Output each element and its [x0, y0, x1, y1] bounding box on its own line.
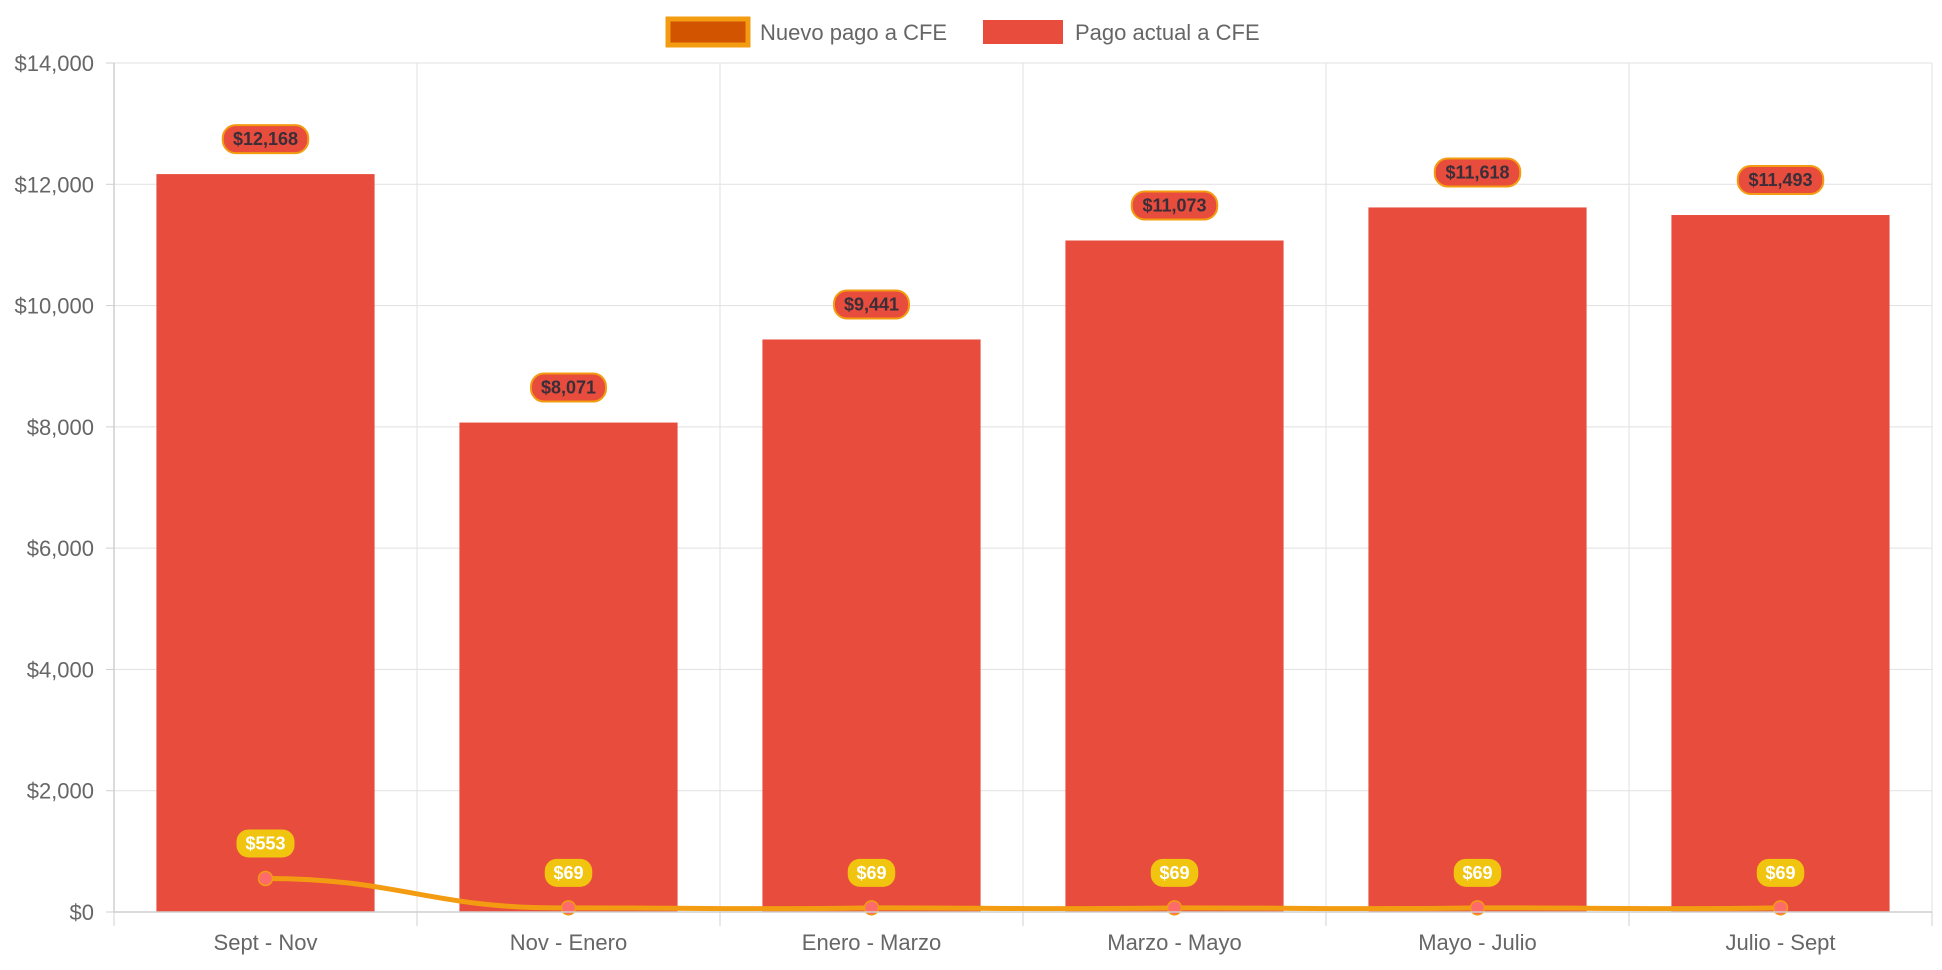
line-value-badge — [1453, 858, 1502, 887]
bar-value-label: $8,071 — [541, 378, 596, 398]
bar-value-label: $11,073 — [1142, 196, 1206, 216]
y-tick-label: $0 — [70, 900, 94, 925]
line-value-badge — [236, 829, 295, 858]
y-tick-label: $12,000 — [14, 172, 94, 197]
line-value-label: $69 — [856, 863, 886, 883]
x-tick-label: Enero - Marzo — [802, 930, 941, 955]
bar — [1368, 207, 1587, 912]
legend[interactable]: Nuevo pago a CFE Pago actual a CFE — [665, 16, 1260, 48]
legend-swatch-nuevo — [665, 16, 751, 48]
x-tick-label: Sept - Nov — [214, 930, 318, 955]
line-value-badge — [1756, 858, 1805, 887]
x-tick-label: Nov - Enero — [510, 930, 627, 955]
line-value-label: $69 — [1462, 863, 1492, 883]
legend-label-nuevo: Nuevo pago a CFE — [760, 20, 947, 45]
bar-value-label: $11,618 — [1445, 162, 1509, 182]
x-tick-label: Marzo - Mayo — [1107, 930, 1241, 955]
line-path — [263, 875, 1783, 912]
y-tick-label: $4,000 — [27, 657, 94, 682]
bar-value-badge — [221, 124, 310, 155]
line-value-badge — [1150, 858, 1199, 887]
y-tick-label: $8,000 — [27, 415, 94, 440]
x-tick-label: Julio - Sept — [1725, 930, 1835, 955]
bar — [459, 422, 678, 912]
legend-label-actual: Pago actual a CFE — [1075, 20, 1260, 45]
line-value-label: $69 — [553, 863, 583, 883]
y-tick-label: $2,000 — [27, 779, 94, 804]
x-tick-label: Mayo - Julio — [1418, 930, 1537, 955]
bar-value-label: $9,441 — [844, 294, 899, 314]
line-value-label: $69 — [1765, 863, 1795, 883]
bar-value-badge — [833, 289, 910, 320]
bar-value-label: $11,493 — [1748, 170, 1812, 190]
axes: $0 $2,000 $4,000 $6,000 $8,000 $10,000 $12,000… — [14, 51, 1933, 955]
y-tick-label: $14,000 — [14, 51, 94, 76]
line-value-label: $69 — [1159, 863, 1189, 883]
bar — [156, 174, 375, 912]
legend-swatch-actual — [983, 20, 1063, 44]
bar-value-label: $12,168 — [233, 129, 298, 149]
line-value-label: $553 — [245, 833, 285, 853]
y-tick-label: $6,000 — [27, 536, 94, 561]
grid — [113, 62, 1933, 913]
line-value-badge — [544, 858, 593, 887]
bar — [1065, 240, 1284, 912]
bar-value-badge — [1130, 190, 1219, 221]
line-value-badge — [847, 858, 896, 887]
line-point — [257, 870, 274, 887]
bar-value-badge — [1433, 157, 1522, 188]
y-tick-label: $10,000 — [14, 294, 94, 319]
data-labels: $12,168 $8,071 $9,441 $11,073 $11,618 $11,493… — [221, 124, 1825, 887]
bar-value-badge — [530, 372, 607, 403]
bar — [1671, 215, 1890, 913]
bar-value-badge — [1736, 165, 1825, 196]
bar — [762, 339, 981, 912]
bar-series — [156, 174, 1890, 913]
